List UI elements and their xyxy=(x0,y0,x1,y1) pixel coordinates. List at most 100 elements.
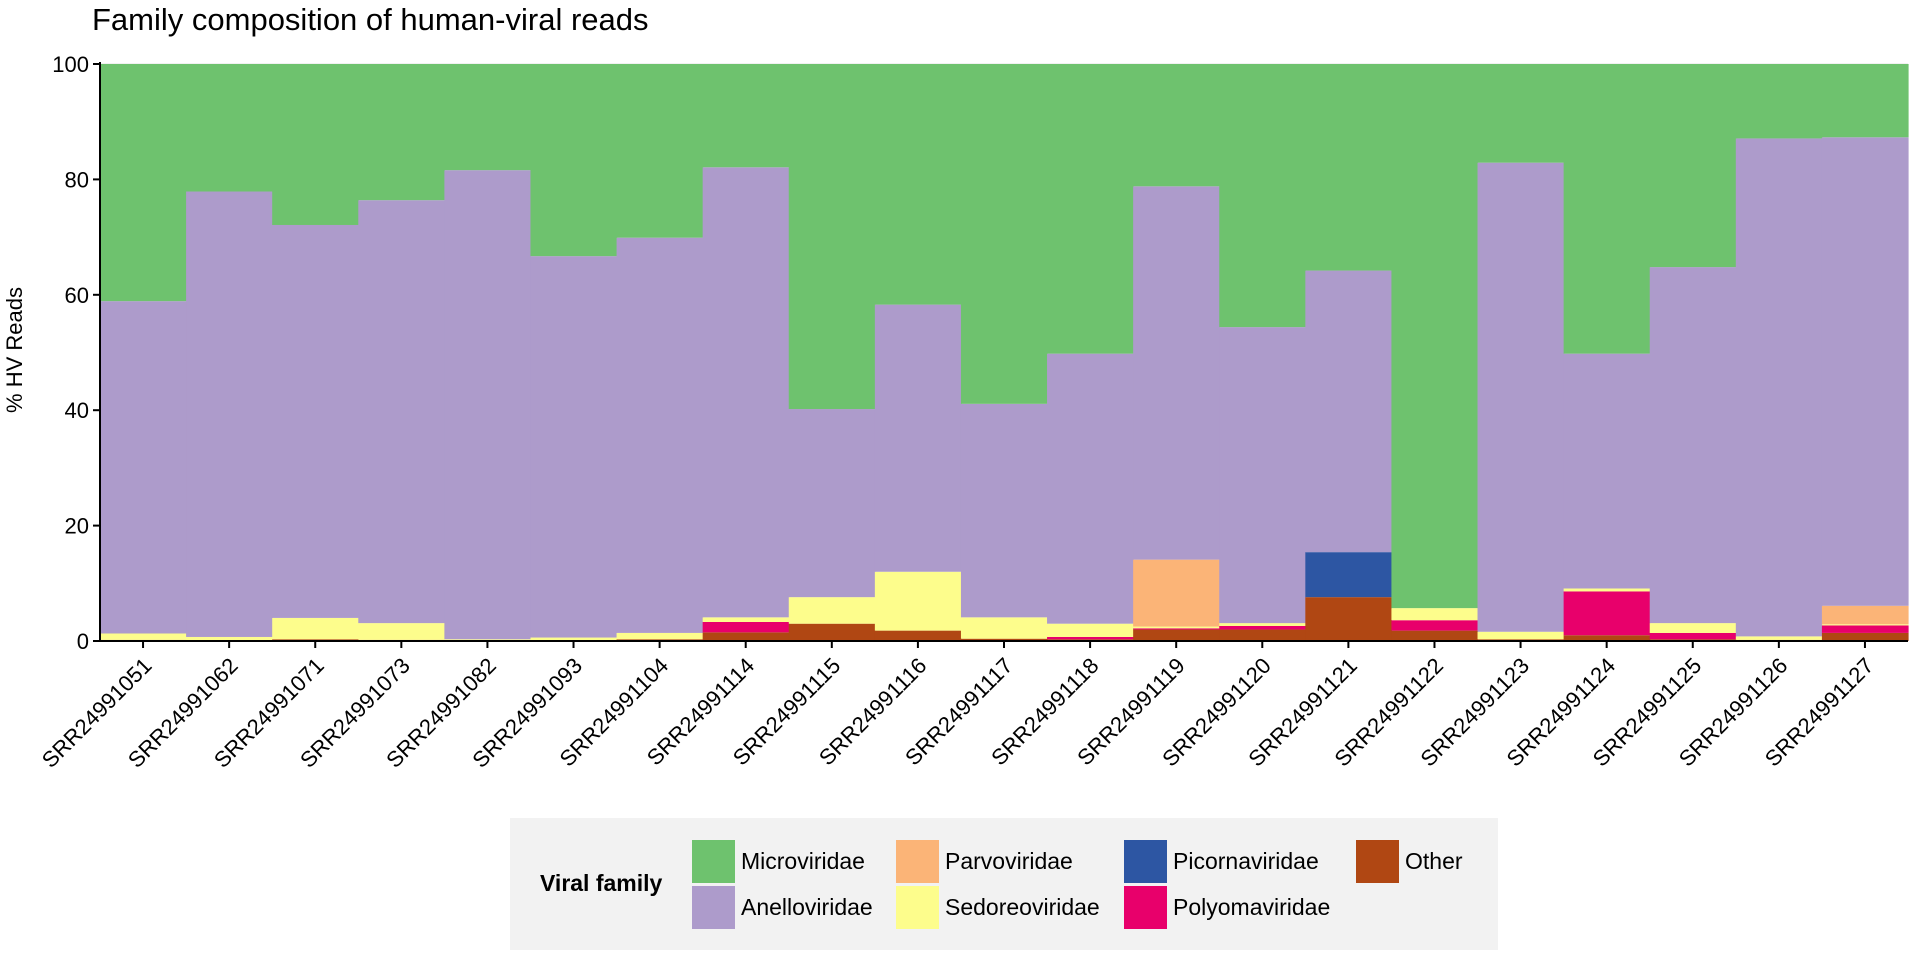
legend-swatch xyxy=(692,839,735,883)
legend-swatch xyxy=(1356,839,1399,883)
bar-segment xyxy=(1563,64,1651,354)
legend-label: Anelloviridae xyxy=(741,893,873,920)
bar-segment xyxy=(702,621,790,633)
bar-segment xyxy=(1563,591,1651,636)
bar-segment xyxy=(1305,270,1393,553)
bar-segment xyxy=(702,632,790,641)
bars xyxy=(100,64,1909,641)
bar-segment xyxy=(358,200,445,624)
bar-segment xyxy=(616,632,704,640)
bar-segment xyxy=(1047,64,1134,354)
legend-label: Microviridae xyxy=(741,847,865,874)
bar-segment xyxy=(874,571,962,631)
bar-segment xyxy=(1219,327,1306,624)
stacked-bar-chart: 020406080100SRR24991051SRR24991062SRR249… xyxy=(2,52,1909,773)
bar-segment xyxy=(1735,636,1823,640)
bar-segment xyxy=(702,617,790,622)
bar-segment xyxy=(1821,624,1909,626)
bar-segment xyxy=(100,301,187,634)
bar-segment xyxy=(1821,632,1909,641)
legend-title: Viral family xyxy=(540,870,663,896)
bar-segment xyxy=(874,64,962,305)
legend-item: Picornaviridae xyxy=(1124,838,1319,884)
bar-segment xyxy=(788,597,876,624)
bar-segment xyxy=(702,167,790,618)
bar-segment xyxy=(530,637,618,641)
bar-segment xyxy=(960,617,1048,639)
bar-segment xyxy=(1563,588,1651,592)
bar-segment xyxy=(444,170,532,640)
bar-segment xyxy=(1133,186,1220,560)
axes: 020406080100SRR24991051SRR24991062SRR249… xyxy=(37,52,1908,773)
bar-segment xyxy=(186,636,273,641)
legend: Viral family Microviridae Anelloviridae Pa… xyxy=(510,818,1498,950)
bar-segment xyxy=(1563,353,1651,589)
legend-label: Parvoviridae xyxy=(945,847,1073,874)
bar-segment xyxy=(1047,623,1134,637)
bar-segment xyxy=(1047,636,1134,640)
bar-segment xyxy=(788,623,876,641)
bar-segment xyxy=(358,64,445,201)
legend-item: Anelloviridae xyxy=(692,884,873,930)
bar-segment xyxy=(1133,628,1220,630)
bar-segment xyxy=(1477,64,1565,163)
bar-segment xyxy=(1821,605,1909,625)
bar-segment xyxy=(874,630,962,641)
y-tick-label: 100 xyxy=(52,52,89,77)
y-tick-label: 20 xyxy=(65,514,89,539)
bar-segment xyxy=(444,639,532,641)
bar-segment xyxy=(1133,64,1220,187)
bar-segment xyxy=(530,256,618,638)
y-tick-label: 0 xyxy=(77,629,89,654)
bar-segment xyxy=(1133,626,1220,629)
bar-segment xyxy=(1477,162,1565,632)
legend-swatch xyxy=(1124,885,1167,929)
legend-item: Microviridae xyxy=(692,838,865,884)
legend-label: Polyomaviridae xyxy=(1173,893,1331,920)
bar-segment xyxy=(960,403,1048,618)
bar-segment xyxy=(358,623,445,640)
bar-segment xyxy=(1133,559,1220,627)
legend-label: Picornaviridae xyxy=(1173,847,1319,874)
bar-segment xyxy=(1391,620,1479,631)
bar-segment xyxy=(272,617,359,640)
bar-segment xyxy=(788,409,876,598)
bar-segment xyxy=(1649,267,1737,624)
bar-segment xyxy=(788,64,876,410)
bar-segment xyxy=(1305,552,1393,598)
bar-segment xyxy=(186,191,273,637)
bar-segment xyxy=(272,224,359,618)
bar-segment xyxy=(702,64,790,168)
bar-segment xyxy=(1649,632,1737,640)
bar-segment xyxy=(272,64,359,225)
bar-segment xyxy=(960,638,1048,641)
bar-segment xyxy=(1821,625,1909,633)
bar-segment xyxy=(1047,353,1134,624)
bar-segment xyxy=(1477,631,1565,640)
legend-item: Polyomaviridae xyxy=(1124,884,1330,930)
bar-segment xyxy=(1391,64,1479,609)
bar-segment xyxy=(1219,64,1306,328)
bar-segment xyxy=(1735,138,1823,637)
legend-swatch xyxy=(896,885,939,929)
y-axis-label: % HV Reads xyxy=(2,287,27,413)
bar-segment xyxy=(1821,64,1909,138)
bar-segment xyxy=(1219,629,1306,641)
bar-segment xyxy=(616,64,704,238)
legend-swatch xyxy=(692,885,735,929)
legend-swatch xyxy=(896,839,939,883)
bar-segment xyxy=(530,64,618,257)
bar-segment xyxy=(1219,623,1306,626)
legend-item: Parvoviridae xyxy=(896,838,1073,884)
bar-segment xyxy=(616,237,704,633)
bar-segment xyxy=(100,64,187,302)
bar-segment xyxy=(1391,608,1479,621)
bar-segment xyxy=(1133,629,1220,641)
bar-segment xyxy=(1563,635,1651,641)
bar-segment xyxy=(1219,625,1306,630)
bar-segment xyxy=(1305,597,1393,641)
bar-segment xyxy=(960,64,1048,404)
bar-segment xyxy=(1391,630,1479,641)
bar-segment xyxy=(1735,64,1823,139)
bar-segment xyxy=(186,64,273,192)
